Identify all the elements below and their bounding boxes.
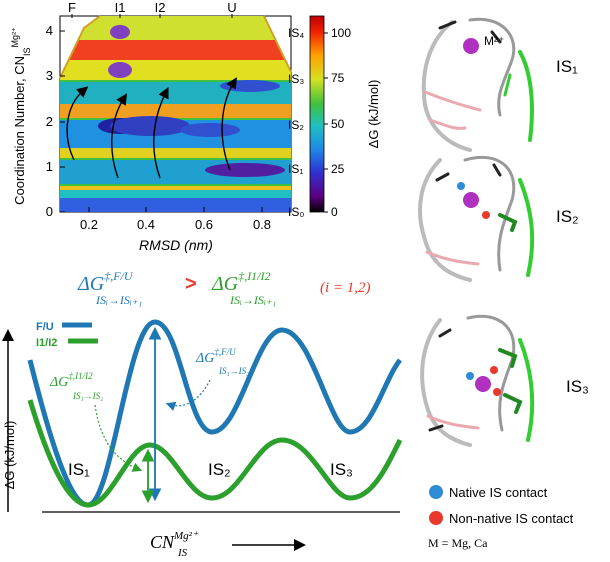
well-label-is1: IS₁ — [68, 460, 90, 479]
formula-right-sup: ‡,I1/I2 — [238, 269, 270, 283]
top-label-f: F — [68, 0, 76, 15]
heatmap-panel: 0.2 0.4 0.6 0.8 0 1 2 3 4 RMSD (nm) Coor… — [10, 0, 381, 253]
colorbar-label: ΔG (kJ/mol) — [366, 80, 381, 149]
annot-i1i2-sub: IS₁→IS₂ — [72, 391, 103, 401]
formula-left-sub: ISᵢ→ISᵢ₊₁ — [95, 293, 142, 307]
well-label-is2: IS₂ — [208, 460, 231, 479]
y-axis-label-sub: IS — [22, 47, 32, 56]
structure-is2: IS₂ — [418, 155, 579, 282]
formula-gt: > — [185, 273, 197, 295]
y-axis-label: Coordination Number, CNISMg²⁺ — [10, 27, 32, 205]
svg-text:ΔG‡,F/U: ΔG‡,F/U — [195, 347, 236, 366]
annot-fu-sub: IS₁→IS₂ — [218, 366, 249, 376]
x-tick-label: 0.2 — [80, 217, 98, 232]
legend-i1i2-label: I1/I2 — [36, 337, 57, 349]
top-label-i1: I1 — [115, 0, 126, 15]
svg-text:CNMg²⁺: CNMg²⁺ — [150, 530, 199, 552]
state-label-is1: IS₁ — [288, 162, 303, 176]
landscape-y-label: ΔG (kJ/mol) — [2, 421, 17, 490]
x-tick-label: 0.8 — [253, 217, 271, 232]
formula-right-sub: ISᵢ→ISᵢ₊₁ — [229, 293, 276, 307]
structure-label-is3: IS₃ — [566, 377, 589, 396]
landscape-x-label-main: CN — [150, 532, 175, 552]
colorbar-tick: 0 — [331, 205, 338, 219]
top-label-u: U — [227, 0, 236, 15]
ion-sphere — [463, 38, 479, 54]
x-ticks — [88, 207, 263, 212]
nonnative-contact-label: Non-native IS contact — [449, 511, 574, 526]
y-tick-label: 4 — [46, 23, 53, 38]
top-label-i2: I2 — [155, 0, 166, 15]
annot-fu-sup: ‡,F/U — [214, 347, 236, 357]
colorbar-tick: 25 — [331, 162, 345, 176]
y-axis-label-sup: Mg²⁺ — [10, 27, 20, 47]
well-label-is3: IS₃ — [330, 460, 353, 479]
structure-is1: M²⁺ IS₁ — [421, 17, 578, 152]
y-tick-label: 3 — [46, 68, 53, 83]
y-tick-label: 0 — [46, 204, 53, 219]
structure-label-is2: IS₂ — [556, 207, 579, 226]
colorbar — [309, 15, 325, 213]
annot-fu-main: ΔG — [195, 351, 214, 366]
i1i2-curve — [27, 399, 403, 508]
formula-left-sup: ‡,F/U — [104, 269, 134, 283]
landscape-x-label-sub: IS — [177, 547, 188, 557]
state-label-is0: IS₀ — [288, 205, 304, 219]
annot-i1i2-main: ΔG — [49, 375, 68, 390]
legend-fu-label: F/U — [36, 321, 54, 333]
state-label-is4: IS₄ — [288, 26, 304, 40]
x-tick-label: 0.6 — [195, 217, 213, 232]
svg-text:ΔG‡,I1/I2: ΔG‡,I1/I2 — [211, 269, 271, 295]
y-ticks — [60, 30, 65, 213]
contact-key: Native IS contact Non-native IS contact … — [428, 485, 574, 550]
formula-condition: (i = 1,2) — [320, 280, 371, 296]
heatmap-fill — [60, 16, 291, 212]
native-contact-label: Native IS contact — [449, 485, 548, 500]
x-axis-label: RMSD (nm) — [139, 237, 213, 253]
y-tick-label: 2 — [46, 114, 53, 129]
metal-note: M = Mg, Ca — [428, 536, 488, 550]
native-contact-swatch — [429, 485, 443, 499]
svg-text:ΔG‡,F/U: ΔG‡,F/U — [77, 269, 134, 295]
transition-arrows — [66, 77, 237, 179]
annot-i1i2-sup: ‡,I1/I2 — [68, 371, 93, 381]
comparison-formula: ΔG‡,F/U ISᵢ→ISᵢ₊₁ > ΔG‡,I1/I2 ISᵢ→ISᵢ₊₁ … — [77, 269, 371, 307]
colorbar-tick: 100 — [331, 26, 351, 40]
landscape-x-label-sup: Mg²⁺ — [173, 530, 199, 542]
formula-right-main: ΔG — [211, 273, 239, 295]
formula-left-main: ΔG — [77, 273, 105, 295]
colorbar-tick: 75 — [331, 71, 345, 85]
structure-label-is1: IS₁ — [556, 57, 578, 76]
y-tick-label: 1 — [46, 159, 53, 174]
y-axis-label-main: Coordination Number, CN — [12, 56, 27, 205]
nonnative-contact-swatch — [429, 511, 443, 525]
state-label-is2: IS₂ — [288, 118, 304, 132]
svg-text:ΔG‡,I1/I2: ΔG‡,I1/I2 — [49, 371, 93, 390]
colorbar-tick: 50 — [331, 117, 345, 131]
structure-is3: IS₃ — [420, 314, 589, 447]
state-label-is3: IS₃ — [288, 72, 304, 86]
svg-text:Coordination Number, CNISMg²⁺: Coordination Number, CNISMg²⁺ — [10, 27, 32, 205]
ion-label: M²⁺ — [484, 34, 504, 48]
landscape-panel: ΔG (kJ/mol) CNMg²⁺ IS F/U I1/I2 ΔG‡,F/U … — [2, 319, 403, 559]
x-tick-label: 0.4 — [137, 217, 155, 232]
